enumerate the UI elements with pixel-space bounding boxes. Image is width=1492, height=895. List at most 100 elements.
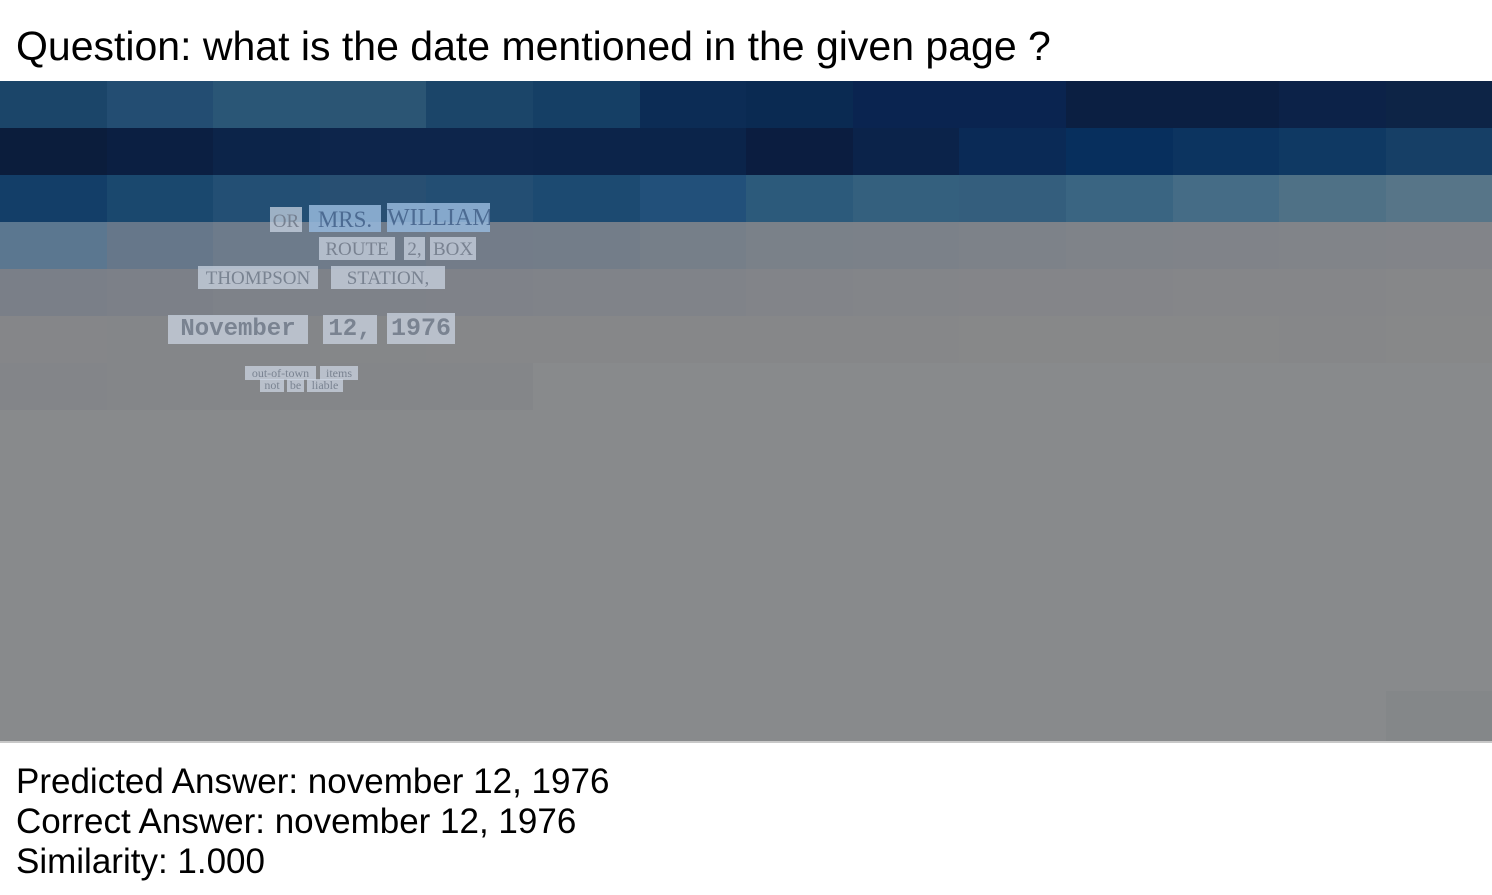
- doc-word: MRS.: [309, 205, 381, 232]
- heatmap-cell: [107, 363, 213, 410]
- heatmap-cell: [959, 269, 1066, 316]
- heatmap-cell: [1279, 363, 1386, 410]
- attention-heatmap: [0, 81, 1492, 741]
- heatmap-cell: [1386, 128, 1492, 175]
- heatmap-cell: [107, 222, 213, 269]
- doc-word: items: [320, 366, 358, 380]
- doc-word: liable: [307, 379, 343, 392]
- heatmap-cell: [107, 128, 213, 175]
- heatmap-cell: [1279, 81, 1386, 128]
- heatmap-cell: [1386, 81, 1492, 128]
- heatmap-cell: [640, 128, 746, 175]
- heatmap-cell: [1386, 269, 1492, 316]
- heatmap-cell: [640, 363, 746, 410]
- heatmap-cell: [959, 128, 1066, 175]
- heatmap-cell: [853, 81, 959, 128]
- heatmap-cell: [959, 363, 1066, 410]
- doc-date-word: 1976: [387, 313, 455, 344]
- heatmap-cell: [1066, 316, 1173, 363]
- heatmap-cell: [320, 128, 426, 175]
- heatmap-cell: [533, 269, 640, 316]
- heatmap-cell: [1279, 175, 1386, 222]
- heatmap-cell: [213, 81, 320, 128]
- correct-answer: Correct Answer: november 12, 1976: [16, 802, 577, 841]
- heatmap-cell: [426, 81, 533, 128]
- attention-heatmap-panel: OR MRS. WILLIAM ROUTE 2, BOX THOMPSON ST…: [0, 81, 1492, 741]
- heatmap-cell: [1279, 316, 1386, 363]
- doc-date-word: 12,: [323, 315, 377, 344]
- heatmap-cell: [1173, 175, 1279, 222]
- heatmap-cell: [853, 175, 959, 222]
- doc-word: out-of-town: [245, 366, 316, 380]
- heatmap-cell: [0, 316, 107, 363]
- heatmap-cell: [1386, 691, 1492, 741]
- heatmap-cell: [533, 128, 640, 175]
- heatmap-cell: [853, 128, 959, 175]
- heatmap-cell: [107, 81, 213, 128]
- heatmap-cell: [746, 81, 853, 128]
- heatmap-cell: [1066, 175, 1173, 222]
- heatmap-cell: [640, 269, 746, 316]
- heatmap-cell: [0, 269, 107, 316]
- heatmap-cell: [533, 222, 640, 269]
- heatmap-cell: [0, 81, 107, 128]
- doc-word: not: [260, 379, 284, 392]
- heatmap-cell: [426, 363, 533, 410]
- heatmap-cell: [853, 363, 959, 410]
- heatmap-cell: [1066, 128, 1173, 175]
- heatmap-cell: [746, 222, 853, 269]
- heatmap-cell: [1386, 316, 1492, 363]
- heatmap-cell: [640, 316, 746, 363]
- heatmap-cell: [1173, 222, 1279, 269]
- heatmap-cell: [1386, 222, 1492, 269]
- question-text: Question: what is the date mentioned in …: [16, 23, 1051, 69]
- heatmap-cell: [1279, 269, 1386, 316]
- heatmap-cell: [853, 222, 959, 269]
- doc-word: BOX: [430, 237, 476, 260]
- heatmap-cell: [959, 81, 1066, 128]
- heatmap-cell: [1173, 363, 1279, 410]
- heatmap-cell: [1386, 175, 1492, 222]
- heatmap-cell: [1066, 269, 1173, 316]
- heatmap-cell: [426, 128, 533, 175]
- heatmap-cell: [640, 81, 746, 128]
- heatmap-cell: [1173, 269, 1279, 316]
- heatmap-cell: [1173, 128, 1279, 175]
- doc-word: WILLIAM: [387, 203, 490, 232]
- predicted-answer: Predicted Answer: november 12, 1976: [16, 762, 610, 801]
- doc-word: OR: [270, 207, 302, 232]
- heatmap-cell: [746, 269, 853, 316]
- heatmap-cell: [1386, 363, 1492, 410]
- heatmap-cell: [746, 316, 853, 363]
- doc-word: ROUTE: [319, 237, 395, 260]
- heatmap-cell: [746, 175, 853, 222]
- heatmap-cell: [213, 222, 320, 269]
- heatmap-cell: [1066, 363, 1173, 410]
- similarity-score: Similarity: 1.000: [16, 842, 265, 881]
- heatmap-cell: [640, 222, 746, 269]
- heatmap-cell: [0, 175, 107, 222]
- heatmap-cell: [320, 81, 426, 128]
- results-block: Predicted Answer: november 12, 1976 Corr…: [16, 762, 609, 882]
- heatmap-cell: [640, 175, 746, 222]
- heatmap-cell: [959, 316, 1066, 363]
- heatmap-cell: [1173, 81, 1279, 128]
- heatmap-cell: [853, 269, 959, 316]
- doc-date-word: November: [168, 315, 308, 344]
- heatmap-cell: [1279, 222, 1386, 269]
- heatmap-cell: [746, 363, 853, 410]
- heatmap-cell: [533, 81, 640, 128]
- heatmap-cell: [0, 128, 107, 175]
- heatmap-cell: [959, 175, 1066, 222]
- doc-word: be: [287, 379, 304, 392]
- heatmap-cell: [107, 269, 213, 316]
- heatmap-cell: [533, 175, 640, 222]
- heatmap-cell: [213, 128, 320, 175]
- heatmap-cell: [533, 316, 640, 363]
- heatmap-cell: [0, 222, 107, 269]
- doc-word: 2,: [404, 237, 425, 260]
- heatmap-cell: [107, 175, 213, 222]
- heatmap-cell: [959, 222, 1066, 269]
- heatmap-cell: [1066, 222, 1173, 269]
- heatmap-cell: [1279, 128, 1386, 175]
